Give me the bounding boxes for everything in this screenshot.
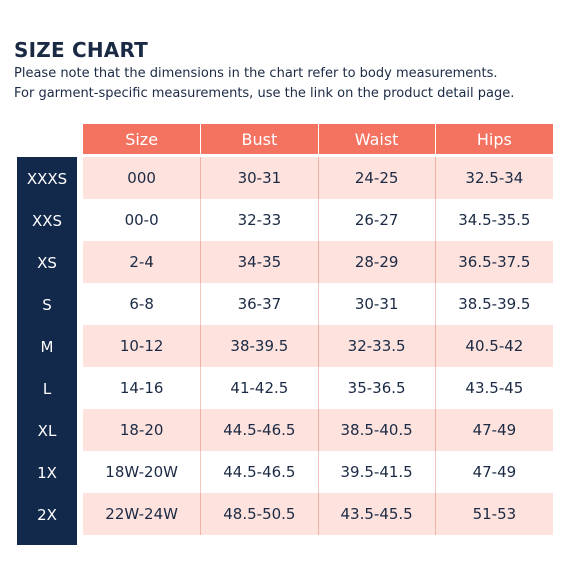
cell-size: 18-20 (83, 409, 201, 451)
cell-hips: 47-49 (434, 409, 553, 451)
cell-waist: 26-27 (317, 199, 435, 241)
cell-waist: 30-31 (317, 283, 435, 325)
table-row: 000 30-31 24-25 32.5-34 (83, 157, 553, 199)
table-row: 00-0 32-33 26-27 34.5-35.5 (83, 199, 553, 241)
cell-bust: 36-37 (200, 283, 318, 325)
table-row: 22W-24W 48.5-50.5 43.5-45.5 51-53 (83, 493, 553, 535)
column-header-waist: Waist (317, 124, 435, 154)
cell-hips: 40.5-42 (434, 325, 553, 367)
table-row: 2-4 34-35 28-29 36.5-37.5 (83, 241, 553, 283)
cell-hips: 47-49 (434, 451, 553, 493)
cell-waist: 24-25 (317, 157, 435, 199)
cell-hips: 43.5-45 (434, 367, 553, 409)
cell-size: 6-8 (83, 283, 201, 325)
cell-bust: 44.5-46.5 (200, 451, 318, 493)
table-row: 10-12 38-39.5 32-33.5 40.5-42 (83, 325, 553, 367)
cell-waist: 39.5-41.5 (317, 451, 435, 493)
cell-bust: 30-31 (200, 157, 318, 199)
cell-bust: 38-39.5 (200, 325, 318, 367)
cell-size: 000 (83, 157, 201, 199)
cell-bust: 41-42.5 (200, 367, 318, 409)
row-label: 2X (37, 506, 57, 524)
table-row: 18-20 44.5-46.5 38.5-40.5 47-49 (83, 409, 553, 451)
cell-hips: 38.5-39.5 (434, 283, 553, 325)
size-label-column: XXXS XXS XS S M L XL 1X 2X (17, 157, 77, 545)
row-label: XL (37, 422, 57, 440)
cell-waist: 28-29 (317, 241, 435, 283)
column-header-size: Size (83, 124, 201, 154)
cell-size: 18W-20W (83, 451, 201, 493)
page-title: SIZE CHART (14, 38, 149, 62)
cell-size: 14-16 (83, 367, 201, 409)
cell-hips: 34.5-35.5 (434, 199, 553, 241)
table-row: 14-16 41-42.5 35-36.5 43.5-45 (83, 367, 553, 409)
row-label: S (42, 296, 52, 314)
row-label: XXS (31, 212, 63, 230)
table-row: 6-8 36-37 30-31 38.5-39.5 (83, 283, 553, 325)
note-line-2: For garment-specific measurements, use t… (14, 86, 515, 101)
cell-bust: 44.5-46.5 (200, 409, 318, 451)
row-label: L (42, 380, 52, 398)
cell-waist: 38.5-40.5 (317, 409, 435, 451)
cell-bust: 48.5-50.5 (200, 493, 318, 535)
cell-waist: 43.5-45.5 (317, 493, 435, 535)
row-label: 1X (37, 464, 57, 482)
cell-size: 22W-24W (83, 493, 201, 535)
cell-hips: 32.5-34 (434, 157, 553, 199)
cell-bust: 34-35 (200, 241, 318, 283)
cell-waist: 35-36.5 (317, 367, 435, 409)
row-label: XXXS (26, 170, 68, 188)
cell-bust: 32-33 (200, 199, 318, 241)
cell-hips: 36.5-37.5 (434, 241, 553, 283)
column-header-hips: Hips (434, 124, 553, 154)
row-label: M (40, 338, 54, 356)
row-label: XS (37, 254, 57, 272)
note-line-1: Please note that the dimensions in the c… (14, 66, 498, 81)
cell-waist: 32-33.5 (317, 325, 435, 367)
cell-size: 10-12 (83, 325, 201, 367)
cell-size: 2-4 (83, 241, 201, 283)
table-row: 18W-20W 44.5-46.5 39.5-41.5 47-49 (83, 451, 553, 493)
cell-hips: 51-53 (434, 493, 553, 535)
table-header: Size Bust Waist Hips (83, 124, 553, 154)
cell-size: 00-0 (83, 199, 201, 241)
column-header-bust: Bust (200, 124, 318, 154)
